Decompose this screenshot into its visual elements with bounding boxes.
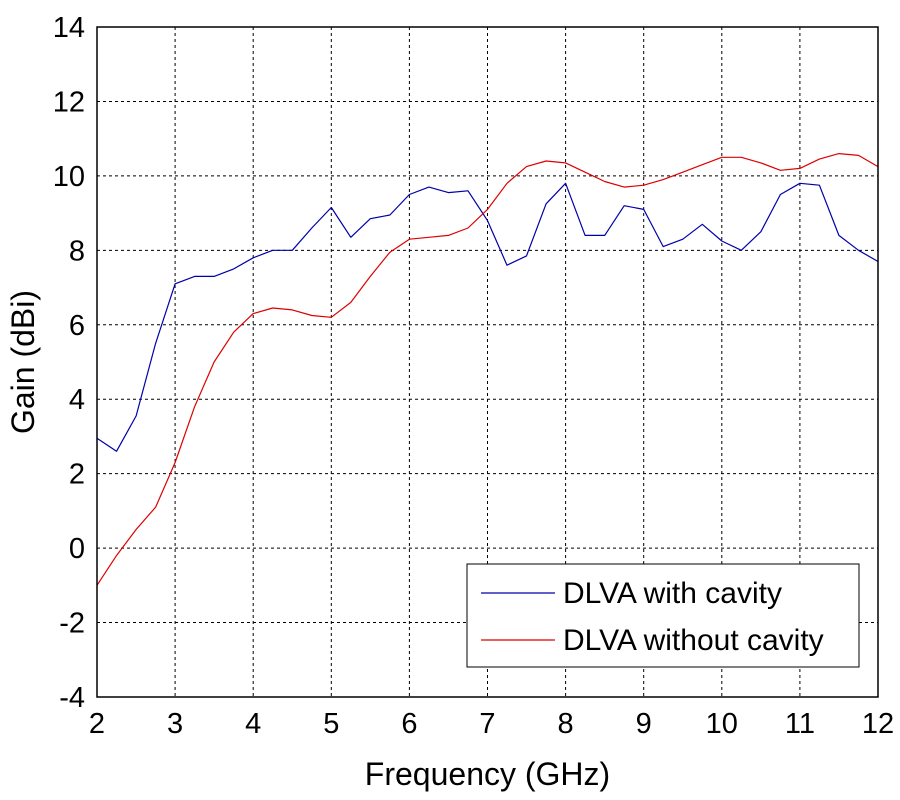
x-tick-label: 3 <box>167 708 183 740</box>
y-tick-label: 12 <box>53 86 85 118</box>
y-tick-label: -4 <box>59 682 85 714</box>
series-line-with-cavity <box>96 182 879 452</box>
x-tick-label: 10 <box>706 708 738 740</box>
x-tick-label: 6 <box>401 708 417 740</box>
y-tick-label: 6 <box>69 310 85 342</box>
tick-layer: 2 3 4 5 6 7 8 9 10 11 12 -4 -2 0 2 4 6 8 10 12 14 <box>53 12 894 740</box>
x-tick-label: 8 <box>558 708 574 740</box>
x-tick-label: 2 <box>89 708 105 740</box>
y-tick-label: 10 <box>53 161 85 193</box>
x-tick-label: 12 <box>862 708 894 740</box>
y-axis-title: Gain (dBi) <box>5 290 41 434</box>
x-tick-label: 11 <box>785 708 815 740</box>
x-tick-label: 9 <box>636 708 652 740</box>
legend-label-without-cavity: DLVA without cavity <box>563 624 824 657</box>
x-tick-label: 4 <box>245 708 261 740</box>
legend-box <box>466 563 860 668</box>
series-line-without-cavity <box>96 153 879 586</box>
y-tick-label: 14 <box>53 12 85 44</box>
plot-frame <box>96 26 879 698</box>
x-axis-title: Frequency (GHz) <box>365 756 610 792</box>
y-tick-label: 0 <box>69 533 85 565</box>
x-tick-label: 5 <box>323 708 339 740</box>
y-tick-label: -2 <box>59 608 85 640</box>
x-tick-label: 7 <box>479 708 495 740</box>
series-layer <box>96 153 879 586</box>
y-tick-label: 8 <box>69 235 85 267</box>
legend: DLVA with cavity DLVA without cavity <box>466 563 860 668</box>
y-tick-label: 2 <box>69 459 85 491</box>
y-tick-label: 4 <box>69 384 85 416</box>
legend-label-with-cavity: DLVA with cavity <box>563 577 782 610</box>
